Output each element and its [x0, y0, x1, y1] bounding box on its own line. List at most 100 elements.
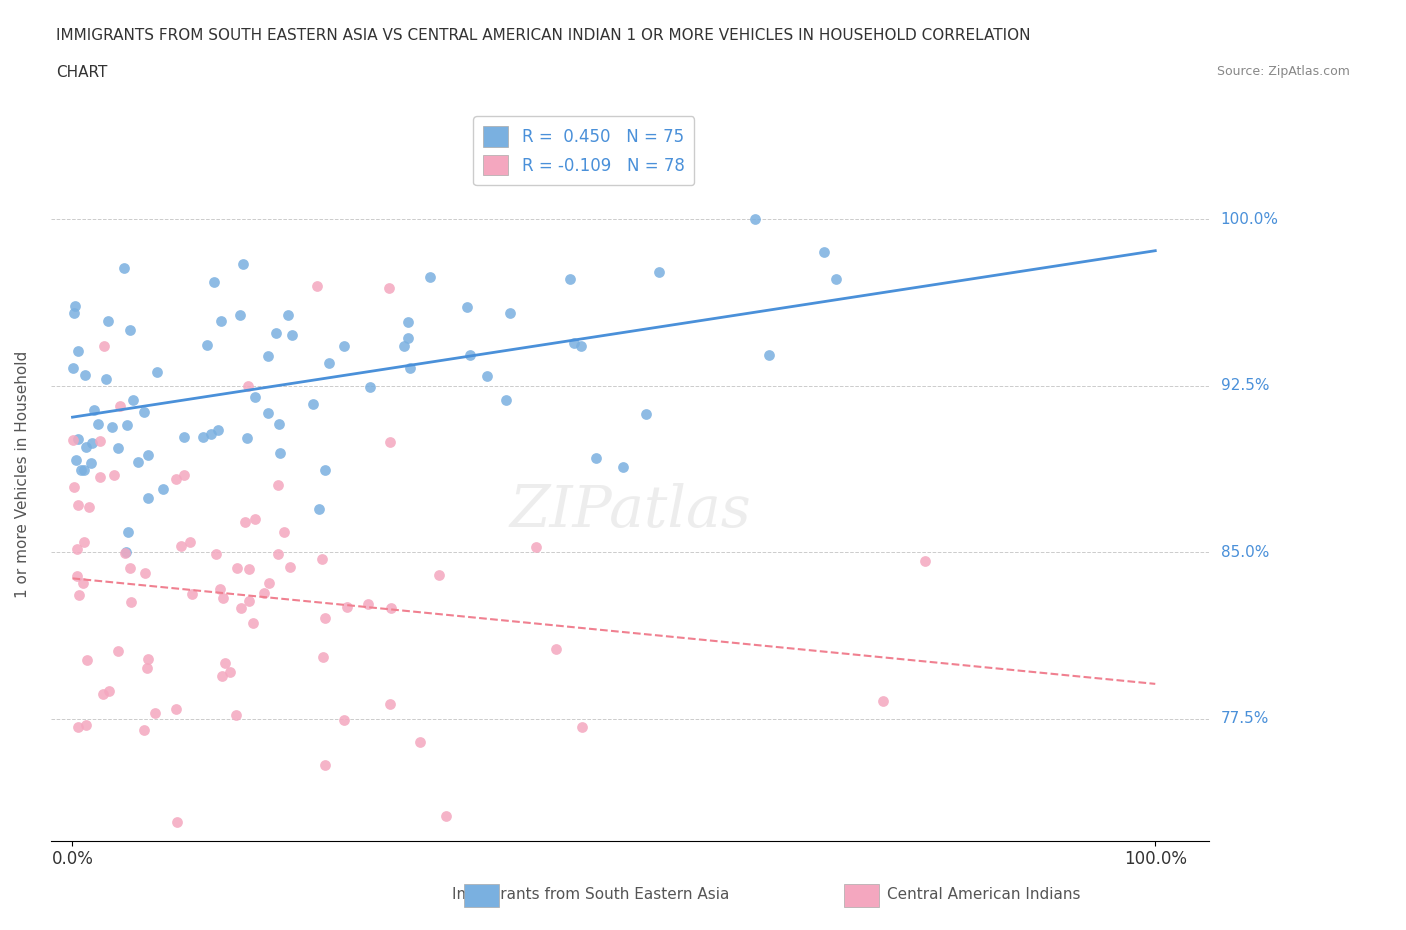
Point	[495, 393, 517, 408]
Point	[380, 697, 402, 711]
Legend: R =  0.450   N = 75, R = -0.109   N = 78: R = 0.450 N = 75, R = -0.109 N = 78	[474, 116, 695, 185]
Point	[314, 611, 336, 626]
Point	[236, 379, 259, 393]
Point	[146, 365, 169, 379]
Point	[108, 399, 131, 414]
Point	[253, 586, 276, 601]
Point	[634, 406, 657, 421]
Point	[107, 644, 129, 658]
Point	[357, 597, 380, 612]
Point	[456, 300, 478, 315]
Point	[225, 561, 247, 576]
Point	[744, 212, 766, 227]
Point	[914, 553, 936, 568]
Point	[65, 452, 87, 467]
Text: Source: ZipAtlas.com: Source: ZipAtlas.com	[1216, 65, 1350, 78]
Point	[558, 272, 581, 286]
Point	[256, 349, 278, 364]
Point	[429, 567, 451, 582]
Point	[269, 416, 291, 431]
Point	[73, 368, 96, 383]
Point	[72, 576, 94, 591]
Point	[117, 525, 139, 539]
Point	[66, 498, 89, 512]
Point	[332, 712, 354, 727]
Point	[89, 433, 111, 448]
Point	[132, 404, 155, 418]
Point	[232, 257, 254, 272]
Point	[813, 245, 835, 259]
Point	[120, 323, 142, 338]
Point	[67, 588, 90, 603]
Point	[136, 490, 159, 505]
Point	[229, 600, 252, 615]
Point	[267, 546, 290, 561]
Point	[872, 694, 894, 709]
Point	[75, 440, 97, 455]
Point	[80, 456, 103, 471]
Point	[212, 591, 235, 605]
Text: Immigrants from South Eastern Asia: Immigrants from South Eastern Asia	[451, 887, 730, 902]
Point	[170, 538, 193, 553]
Point	[73, 535, 96, 550]
Point	[67, 719, 90, 734]
Point	[97, 314, 120, 329]
Point	[209, 582, 232, 597]
Point	[380, 601, 402, 616]
Point	[311, 551, 333, 566]
Point	[380, 434, 402, 449]
Point	[114, 545, 136, 560]
Point	[378, 280, 401, 295]
Point	[165, 701, 187, 716]
Point	[166, 815, 188, 830]
Point	[308, 501, 330, 516]
Point	[225, 708, 247, 723]
Point	[278, 559, 301, 574]
Point	[314, 758, 336, 773]
Point	[97, 878, 120, 893]
Point	[136, 652, 159, 667]
Point	[136, 447, 159, 462]
Point	[204, 547, 226, 562]
Point	[94, 371, 117, 386]
Text: 92.5%: 92.5%	[1220, 379, 1270, 393]
Point	[399, 862, 422, 877]
Point	[93, 339, 115, 353]
Point	[114, 260, 136, 275]
Point	[117, 418, 139, 432]
Point	[62, 480, 84, 495]
Point	[359, 380, 381, 395]
Point	[79, 499, 101, 514]
Point	[235, 514, 257, 529]
Point	[264, 326, 287, 340]
Point	[62, 361, 84, 376]
Point	[143, 706, 166, 721]
Point	[152, 482, 174, 497]
Point	[97, 683, 120, 698]
Text: Central American Indians: Central American Indians	[887, 887, 1081, 902]
Point	[333, 339, 356, 353]
Point	[127, 454, 149, 469]
Point	[103, 468, 125, 483]
Point	[207, 422, 229, 437]
Point	[257, 576, 280, 591]
Text: 100.0%: 100.0%	[1220, 211, 1278, 227]
Point	[82, 436, 104, 451]
Point	[195, 338, 218, 352]
Point	[76, 652, 98, 667]
Point	[318, 355, 340, 370]
Point	[825, 272, 848, 286]
Text: IMMIGRANTS FROM SOUTH EASTERN ASIA VS CENTRAL AMERICAN INDIAN 1 OR MORE VEHICLES: IMMIGRANTS FROM SOUTH EASTERN ASIA VS CE…	[56, 28, 1031, 43]
Point	[120, 561, 142, 576]
Point	[181, 587, 204, 602]
Point	[229, 308, 252, 323]
Point	[307, 278, 329, 293]
Point	[69, 463, 91, 478]
Point	[571, 720, 593, 735]
Point	[209, 313, 232, 328]
Point	[91, 687, 114, 702]
Point	[238, 593, 260, 608]
Point	[202, 274, 225, 289]
Point	[89, 469, 111, 484]
Point	[173, 430, 195, 445]
